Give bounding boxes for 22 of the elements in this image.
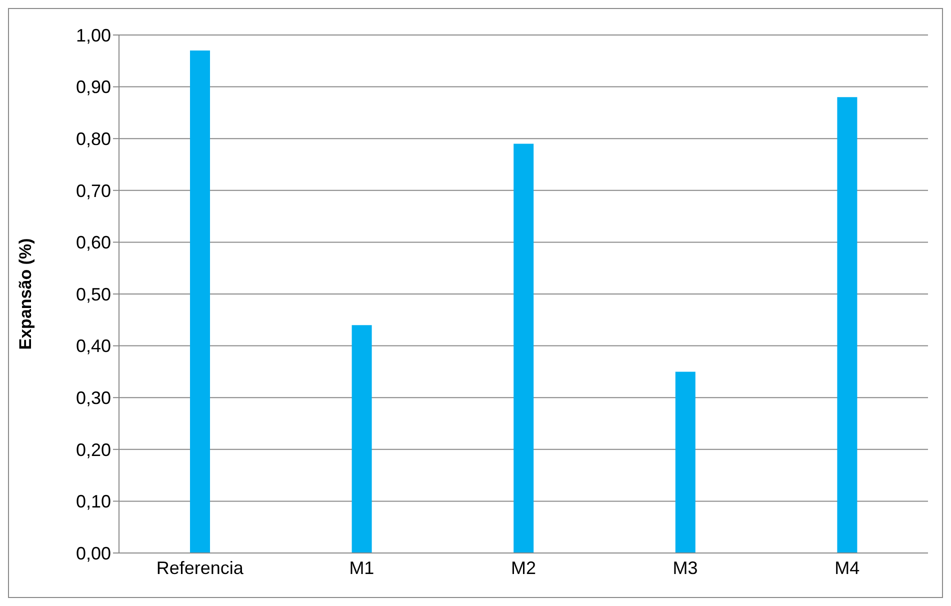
y-tick-label: 0,40 xyxy=(76,336,111,356)
y-tick-label: 0,20 xyxy=(76,440,111,460)
x-tick-label: Referencia xyxy=(156,558,244,578)
x-tick-label: M4 xyxy=(834,558,860,578)
bar xyxy=(675,372,696,553)
y-tick-label: 0,60 xyxy=(76,232,111,253)
bar xyxy=(352,325,372,553)
y-axis-title: Expansão (%) xyxy=(16,238,36,350)
y-tick-label: 0,90 xyxy=(76,77,111,98)
x-tick-label: M1 xyxy=(349,558,374,578)
y-tick-label: 1,00 xyxy=(76,25,111,46)
x-tick-label: M3 xyxy=(672,558,698,578)
y-tick-label: 0,00 xyxy=(76,543,111,564)
y-tick-label: 0,70 xyxy=(76,180,111,201)
bar xyxy=(190,50,210,553)
x-tick-label: M2 xyxy=(510,558,536,578)
y-tick-label: 0,30 xyxy=(76,388,111,408)
y-tick-label: 0,50 xyxy=(76,284,111,304)
y-tick-label: 0,10 xyxy=(76,492,111,512)
y-tick-label: 0,80 xyxy=(76,128,111,149)
bar xyxy=(514,144,534,553)
bar xyxy=(837,97,858,553)
